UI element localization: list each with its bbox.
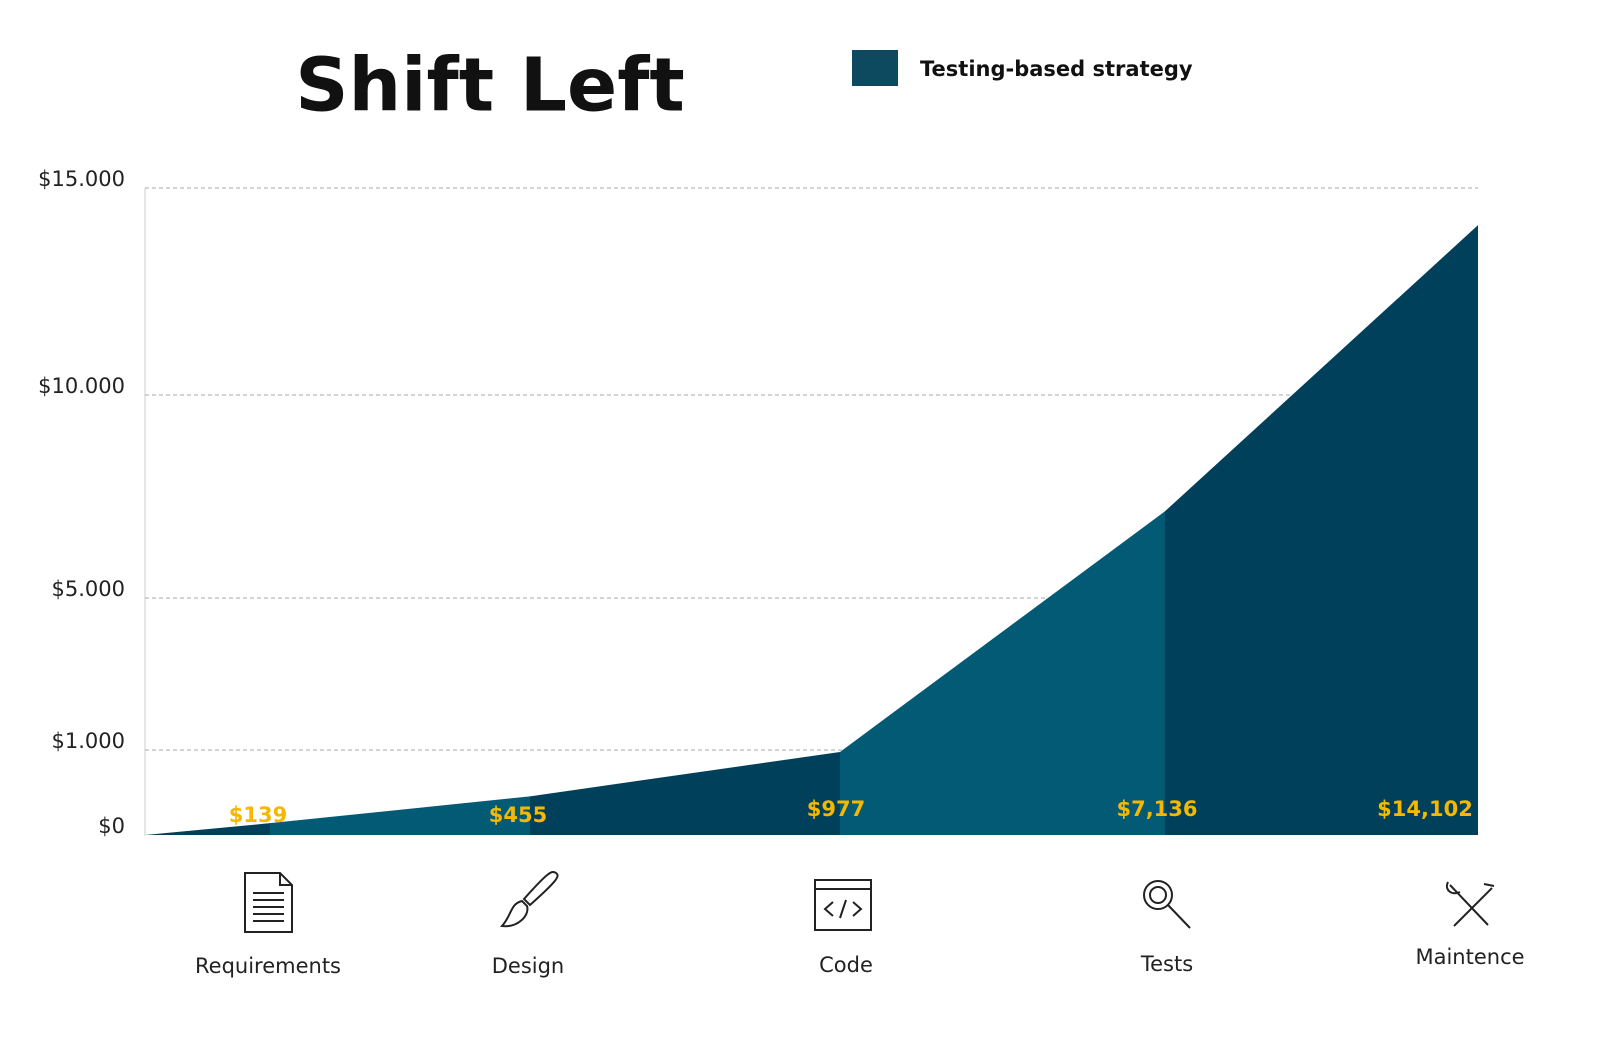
y-tick-label: $0: [98, 814, 125, 838]
icon-requirements: [244, 872, 293, 933]
legend-swatch: [852, 50, 898, 86]
x-tick-label: Design: [492, 954, 565, 978]
area-segment: [145, 823, 270, 835]
y-tick-label: $5.000: [52, 577, 125, 601]
area-segment: [530, 751, 840, 835]
icon-code: [814, 879, 872, 931]
icon-tests: [1143, 880, 1191, 929]
x-tick-label: Maintence: [1415, 945, 1524, 969]
area-segment: [840, 511, 1165, 835]
legend-label: Testing-based strategy: [920, 57, 1193, 81]
x-tick-label: Code: [819, 953, 873, 977]
value-label: $455: [489, 803, 547, 827]
y-tick-label: $15.000: [38, 167, 125, 191]
icon-maintenance: [1446, 881, 1495, 927]
value-label: $7,136: [1116, 797, 1197, 821]
value-label: $977: [807, 797, 865, 821]
x-tick-label: Tests: [1140, 952, 1193, 976]
value-label: $14,102: [1377, 797, 1473, 821]
y-tick-label: $1.000: [52, 729, 125, 753]
chart-title: Shift Left: [295, 43, 685, 129]
area-segment: [1165, 225, 1478, 836]
icon-design: [499, 871, 559, 928]
y-tick-label: $10.000: [38, 374, 125, 398]
area-segment: [270, 796, 530, 835]
value-label: $139: [229, 803, 287, 827]
x-tick-label: Requirements: [195, 954, 341, 978]
